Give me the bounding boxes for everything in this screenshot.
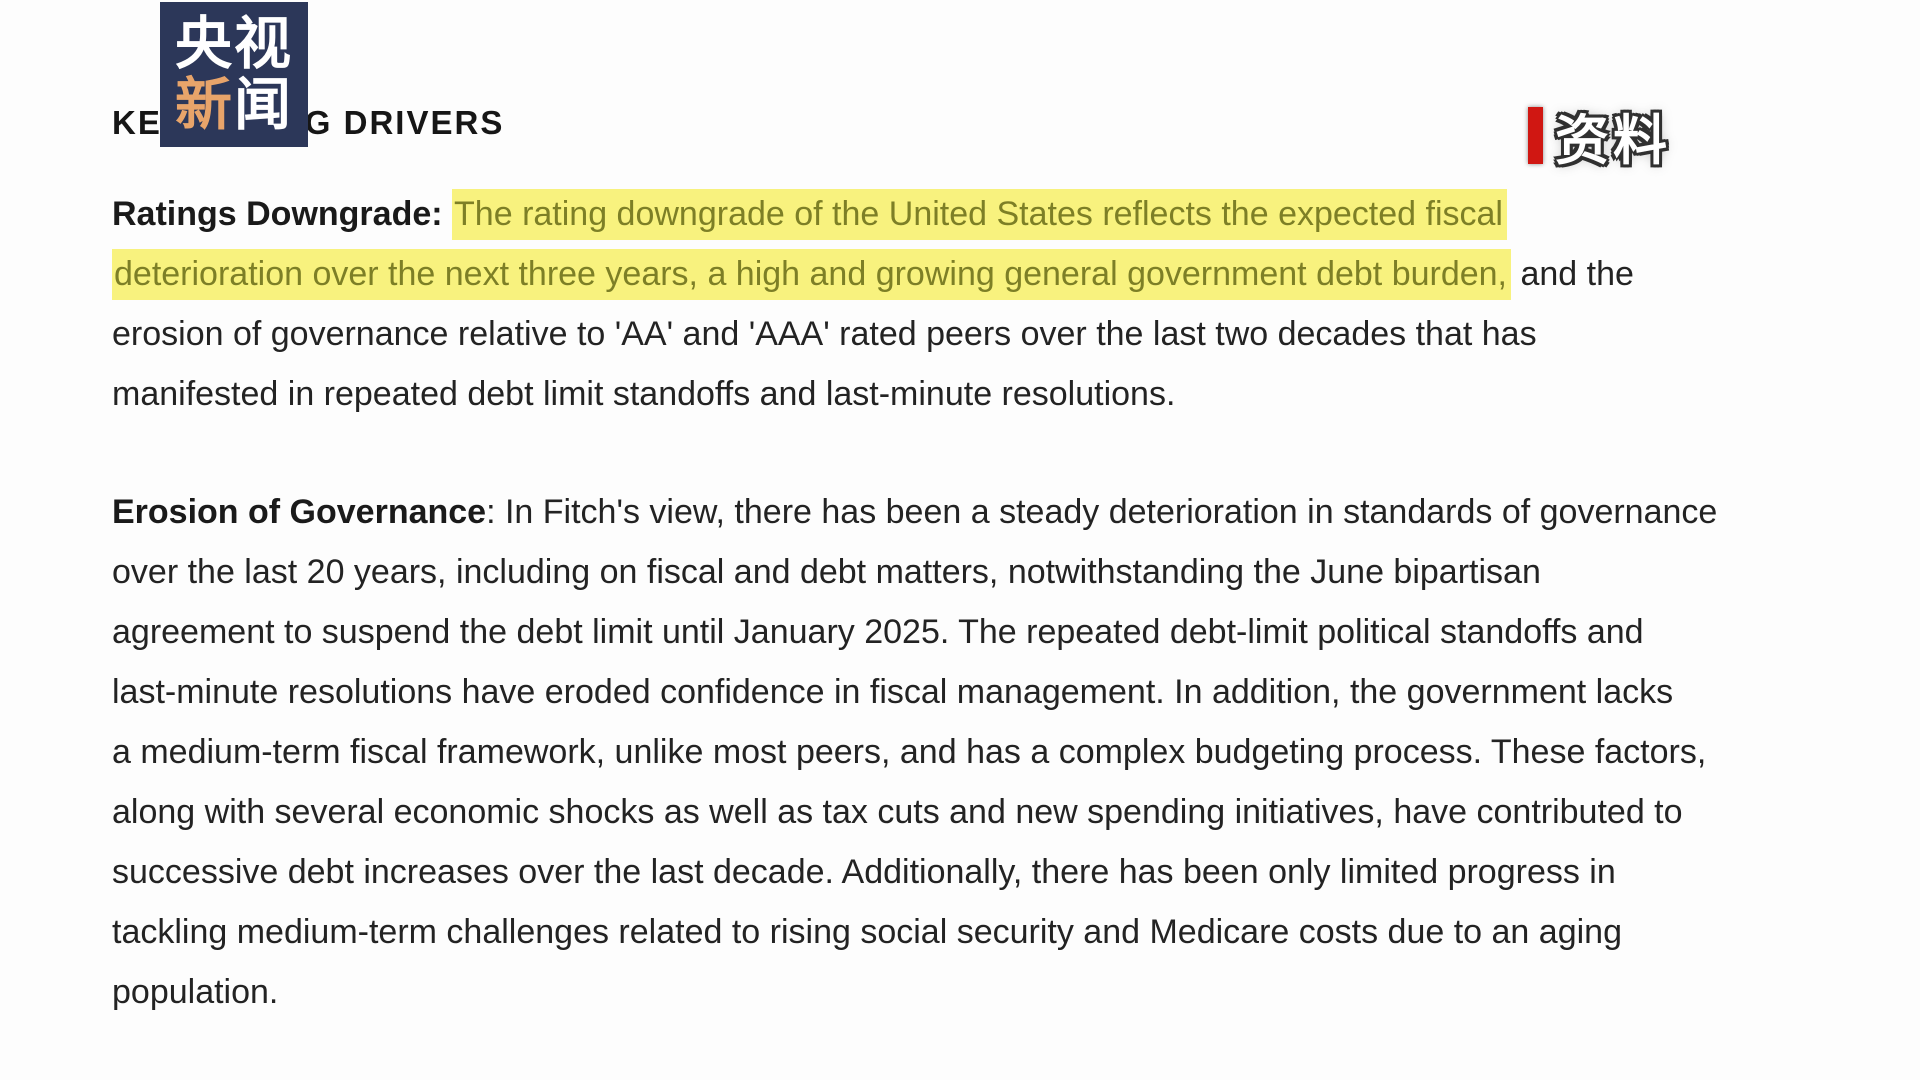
paragraph-ratings-downgrade: Ratings Downgrade: The rating downgrade …	[112, 184, 1912, 424]
ratings-downgrade-label: Ratings Downgrade:	[112, 195, 453, 233]
cctv-news-logo-char-xin: 新	[175, 72, 234, 137]
paragraph-text: : In Fitch's view, there has been a stea…	[112, 493, 1718, 1011]
cctv-news-logo-row1: 央视	[175, 11, 293, 76]
archive-footage-label: 资料	[1555, 111, 1671, 171]
erosion-of-governance-label: Erosion of Governance	[112, 493, 487, 531]
paragraph-erosion-of-governance: Erosion of Governance: In Fitch's view, …	[112, 482, 1912, 1022]
cctv-news-logo-row2: 新闻	[175, 72, 293, 137]
cctv-news-logo: 央视 新闻	[160, 2, 308, 147]
cctv-news-logo-char-wen: 闻	[234, 72, 293, 137]
paragraph-text: and the erosion of governance relative t…	[112, 255, 1634, 413]
archive-footage-tag: 资料	[1528, 96, 1671, 175]
red-accent-bar	[1528, 107, 1543, 164]
